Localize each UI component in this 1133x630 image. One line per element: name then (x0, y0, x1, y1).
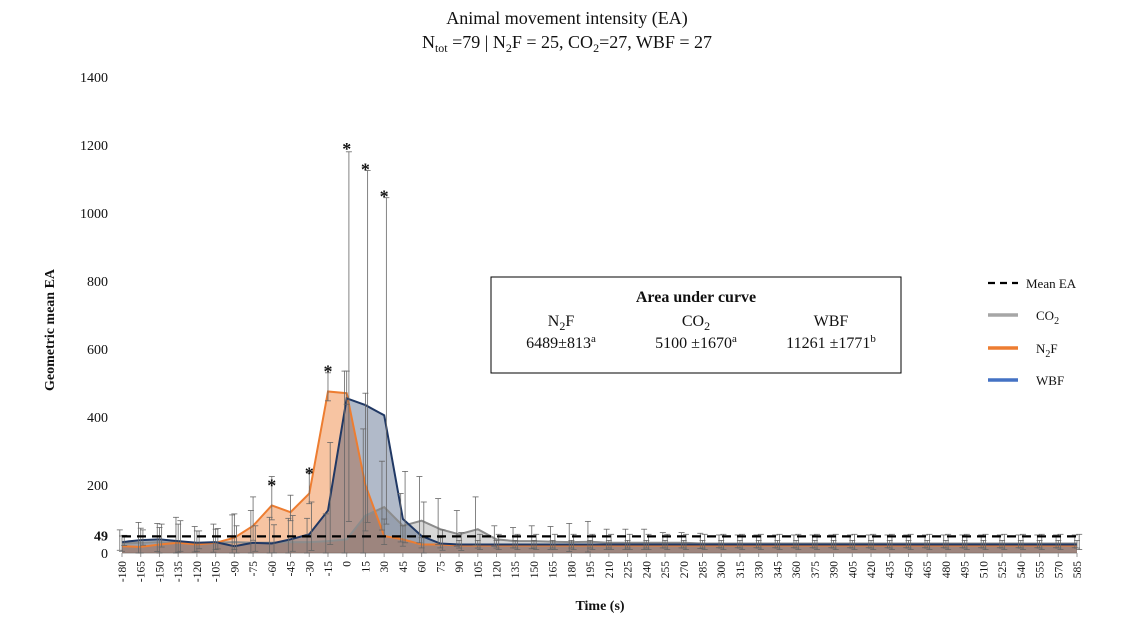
x-tick-label: 555 (1035, 561, 1047, 579)
x-tick-label: -90 (229, 561, 241, 577)
significance-star: * (323, 362, 332, 382)
line-wbf (121, 396, 1077, 548)
y-tick-label: 0 (101, 547, 108, 562)
series-areas (121, 390, 1077, 553)
x-tick-label: -75 (248, 561, 260, 577)
x-tick-label: 285 (697, 561, 709, 579)
x-axis: -180 -165 -150 -135 -120 -105 -90 -75 -60 -45 -30-… (117, 552, 1084, 582)
area-n2f (122, 391, 1077, 553)
significance-star: * (342, 139, 351, 159)
legend-label: CO2 (1036, 308, 1059, 327)
x-tick-label: 15 (360, 561, 372, 573)
legend-label: WBF (1036, 373, 1064, 388)
x-tick-label: 225 (623, 561, 635, 579)
x-tick-label: 420 (866, 561, 878, 579)
x-tick-label: 435 (885, 561, 897, 579)
y-axis-label: Geometric mean EA (43, 268, 58, 391)
x-tick-label: 525 (997, 561, 1009, 579)
auc-column-header: WBF (814, 313, 849, 330)
y-tick-label: 200 (87, 479, 108, 494)
x-tick-label: 405 (847, 561, 859, 579)
x-tick-label: -120 (192, 561, 204, 582)
x-tick-label: 105 (473, 561, 485, 579)
x-tick-label: 195 (585, 561, 597, 579)
x-tick-label: -30 (304, 561, 316, 577)
y-axis: 0 200 400 600 800 1000 1200 1400 49 (80, 71, 108, 562)
legend-label: N2F (1036, 341, 1058, 360)
y-tick-label: 600 (87, 343, 108, 358)
auc-column-header: N2F (548, 313, 575, 333)
x-tick-label: 375 (810, 561, 822, 579)
x-tick-label: -180 (117, 561, 129, 582)
x-tick-label: 480 (941, 561, 953, 579)
x-tick-label: 300 (716, 561, 728, 579)
x-tick-label: 255 (660, 561, 672, 579)
x-tick-label: 510 (978, 561, 990, 579)
x-tick-label: 450 (903, 561, 915, 579)
area-wbf (122, 398, 1077, 553)
x-tick-label: 45 (398, 561, 410, 573)
x-tick-label: 345 (772, 561, 784, 579)
x-tick-label: 165 (548, 561, 560, 579)
x-tick-label: 465 (922, 561, 934, 579)
y-tick-label: 1200 (80, 139, 108, 154)
x-tick-label: 60 (417, 561, 429, 573)
auc-column-value: 6489±813a (526, 333, 596, 352)
x-tick-label: 585 (1072, 561, 1084, 579)
y-tick-label: 1400 (80, 71, 108, 86)
x-tick-label: 360 (791, 561, 803, 579)
x-tick-label: 540 (1016, 561, 1028, 579)
x-tick-label: 90 (454, 561, 466, 573)
x-tick-label: 240 (641, 561, 653, 579)
y-tick-label: 400 (87, 411, 108, 426)
x-tick-label: 210 (604, 561, 616, 579)
significance-star: * (380, 187, 389, 207)
x-tick-label: -165 (136, 561, 148, 582)
x-tick-label: 0 (342, 561, 354, 567)
x-tick-label: -60 (267, 561, 279, 577)
legend: Mean EA CO2 N2F WBF (988, 276, 1077, 388)
x-tick-label: 30 (379, 561, 391, 573)
x-tick-label: -15 (323, 561, 335, 577)
significance-star: * (267, 476, 276, 496)
y-tick-label: 800 (87, 275, 108, 290)
mean-ea-value-label: 49 (94, 529, 108, 544)
x-tick-label: -105 (211, 561, 223, 582)
x-tick-label: -150 (154, 561, 166, 582)
x-axis-label: Time (s) (575, 599, 624, 614)
auc-box-frame (490, 276, 902, 374)
legend-label: Mean EA (1026, 276, 1077, 291)
significance-star: * (361, 159, 370, 179)
auc-column-value: 11261 ±1771b (786, 333, 876, 352)
x-tick-label: 120 (492, 561, 504, 579)
x-tick-label: -45 (286, 561, 298, 577)
x-tick-label: 150 (529, 561, 541, 579)
significance-markers: * * * * * * (267, 139, 388, 496)
chart-title: Animal movement intensity (EA) (446, 8, 687, 29)
auc-column-header: CO2 (682, 313, 710, 333)
x-tick-label: 570 (1053, 561, 1065, 579)
x-tick-label: 495 (960, 561, 972, 579)
area-co2 (122, 507, 1077, 553)
x-tick-label: 135 (510, 561, 522, 579)
x-tick-label: 270 (679, 561, 691, 579)
y-tick-label: 1000 (80, 207, 108, 222)
x-tick-label: 180 (566, 561, 578, 579)
auc-column-value: 5100 ±1670a (655, 333, 737, 352)
x-tick-label: 315 (735, 561, 747, 579)
x-tick-label: -135 (173, 561, 185, 582)
x-tick-label: 330 (754, 561, 766, 579)
x-tick-label: 75 (435, 561, 447, 573)
x-tick-label: 390 (829, 561, 841, 579)
significance-star: * (305, 464, 314, 484)
chart-subtitle: Ntot =79 | N2F = 25, CO2=27, WBF = 27 (422, 32, 712, 55)
auc-box-title: Area under curve (636, 289, 756, 306)
